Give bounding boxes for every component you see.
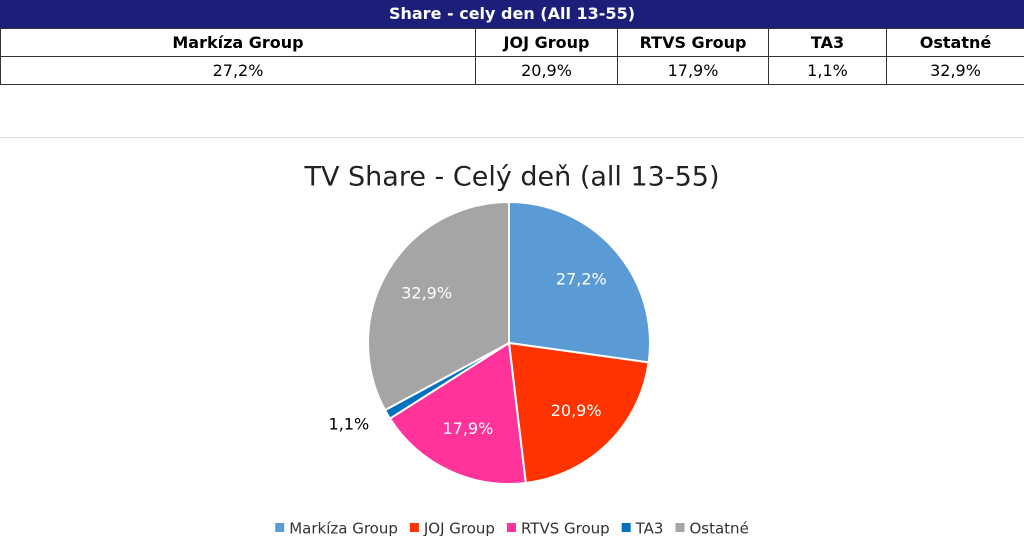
legend-label: JOJ Group: [423, 520, 495, 536]
data-row: 27,2% 20,9% 17,9% 1,1% 32,9%: [0, 56, 1024, 85]
legend-label: TA3: [635, 520, 664, 536]
data-cell: 20,9%: [475, 56, 618, 85]
pie-slice: [367, 200, 510, 412]
pie-slice: [388, 341, 527, 485]
legend-swatch: [506, 523, 516, 532]
data-label: 32,9%: [401, 283, 452, 302]
data-cell: 32,9%: [886, 56, 1024, 85]
table-title: Share - cely den (All 13-55): [0, 0, 1024, 28]
separator: [0, 137, 1024, 138]
legend-swatch: [621, 523, 631, 532]
legend-swatch: [675, 523, 685, 532]
pie-slice: [507, 341, 650, 485]
data-label: 20,9%: [551, 401, 602, 420]
legend-label: RTVS Group: [521, 520, 610, 536]
legend-swatch: [409, 523, 419, 532]
chart-title: TV Share - Celý deň (all 13-55): [304, 162, 720, 193]
data-label: 27,2%: [556, 270, 607, 289]
data-cell: 27,2%: [0, 56, 476, 85]
share-table: Markíza Group JOJ Group RTVS Group TA3 Ostat…: [0, 28, 1024, 85]
legend-label: Markíza Group: [289, 520, 398, 536]
pie-slice: [508, 200, 651, 364]
data-label: 17,9%: [442, 419, 493, 438]
data-cell: 1,1%: [768, 56, 887, 85]
data-label: 1,1%: [329, 415, 370, 434]
header-row: Markíza Group JOJ Group RTVS Group TA3 Ostat…: [0, 28, 1024, 57]
data-cell: 17,9%: [617, 56, 769, 85]
legend-label: Ostatné: [689, 520, 748, 536]
legend-swatch: [275, 523, 285, 532]
header-cell: TA3: [768, 28, 887, 57]
